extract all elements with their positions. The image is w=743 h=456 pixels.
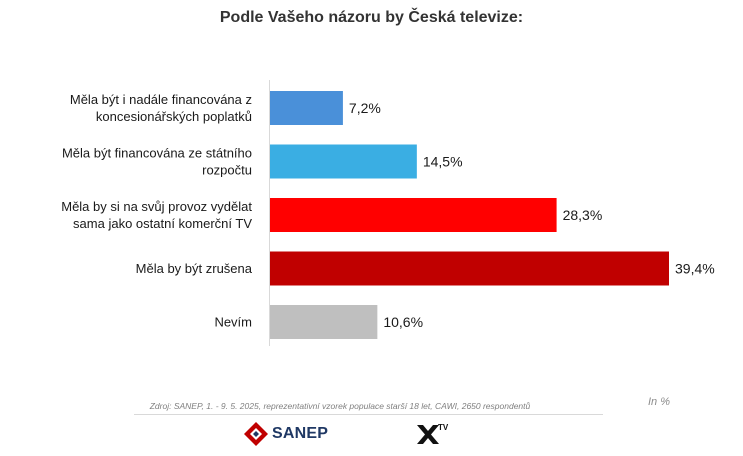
value-label-3: 28,3%	[563, 207, 603, 223]
category-labels: Měla být i nadále financována z koncesion…	[61, 92, 253, 330]
source-note: Zdroj: SANEP, 1. - 9. 5. 2025, reprezent…	[149, 401, 531, 411]
bar-3	[270, 198, 557, 232]
unit-note: In %	[648, 396, 671, 408]
value-label-2: 14,5%	[423, 154, 463, 170]
value-label-1: 7,2%	[349, 100, 381, 116]
bars	[270, 91, 669, 339]
bar-1	[270, 91, 343, 125]
category-label-1: Měla být i nadále financována z koncesion…	[70, 92, 252, 124]
x-tv-logo-icon: TV	[417, 423, 449, 444]
chart-title: Podle Vašeho názoru by Česká televize:	[219, 9, 524, 26]
x-tv-logo-text: TV	[438, 423, 449, 432]
bar-2	[270, 144, 417, 179]
value-label-4: 39,4%	[675, 261, 715, 277]
sanep-logo-icon	[244, 422, 268, 446]
footer-divider	[134, 414, 603, 415]
category-label-4: Měla by být zrušena	[136, 261, 253, 276]
bar-5	[270, 305, 378, 339]
category-label-3: Měla by si na svůj provoz vydělat sama ja…	[61, 199, 252, 231]
sanep-logo: SANEP	[243, 419, 328, 449]
sanep-logo-text: SANEP	[272, 425, 329, 442]
bar-4	[270, 251, 669, 286]
value-label-5: 10,6%	[383, 314, 423, 330]
category-label-5: Nevím	[214, 315, 252, 330]
value-labels: 7,2% 14,5% 28,3% 39,4% 10,6%	[349, 100, 715, 330]
category-label-2: Měla být financována ze státního rozpočtu	[62, 146, 252, 178]
